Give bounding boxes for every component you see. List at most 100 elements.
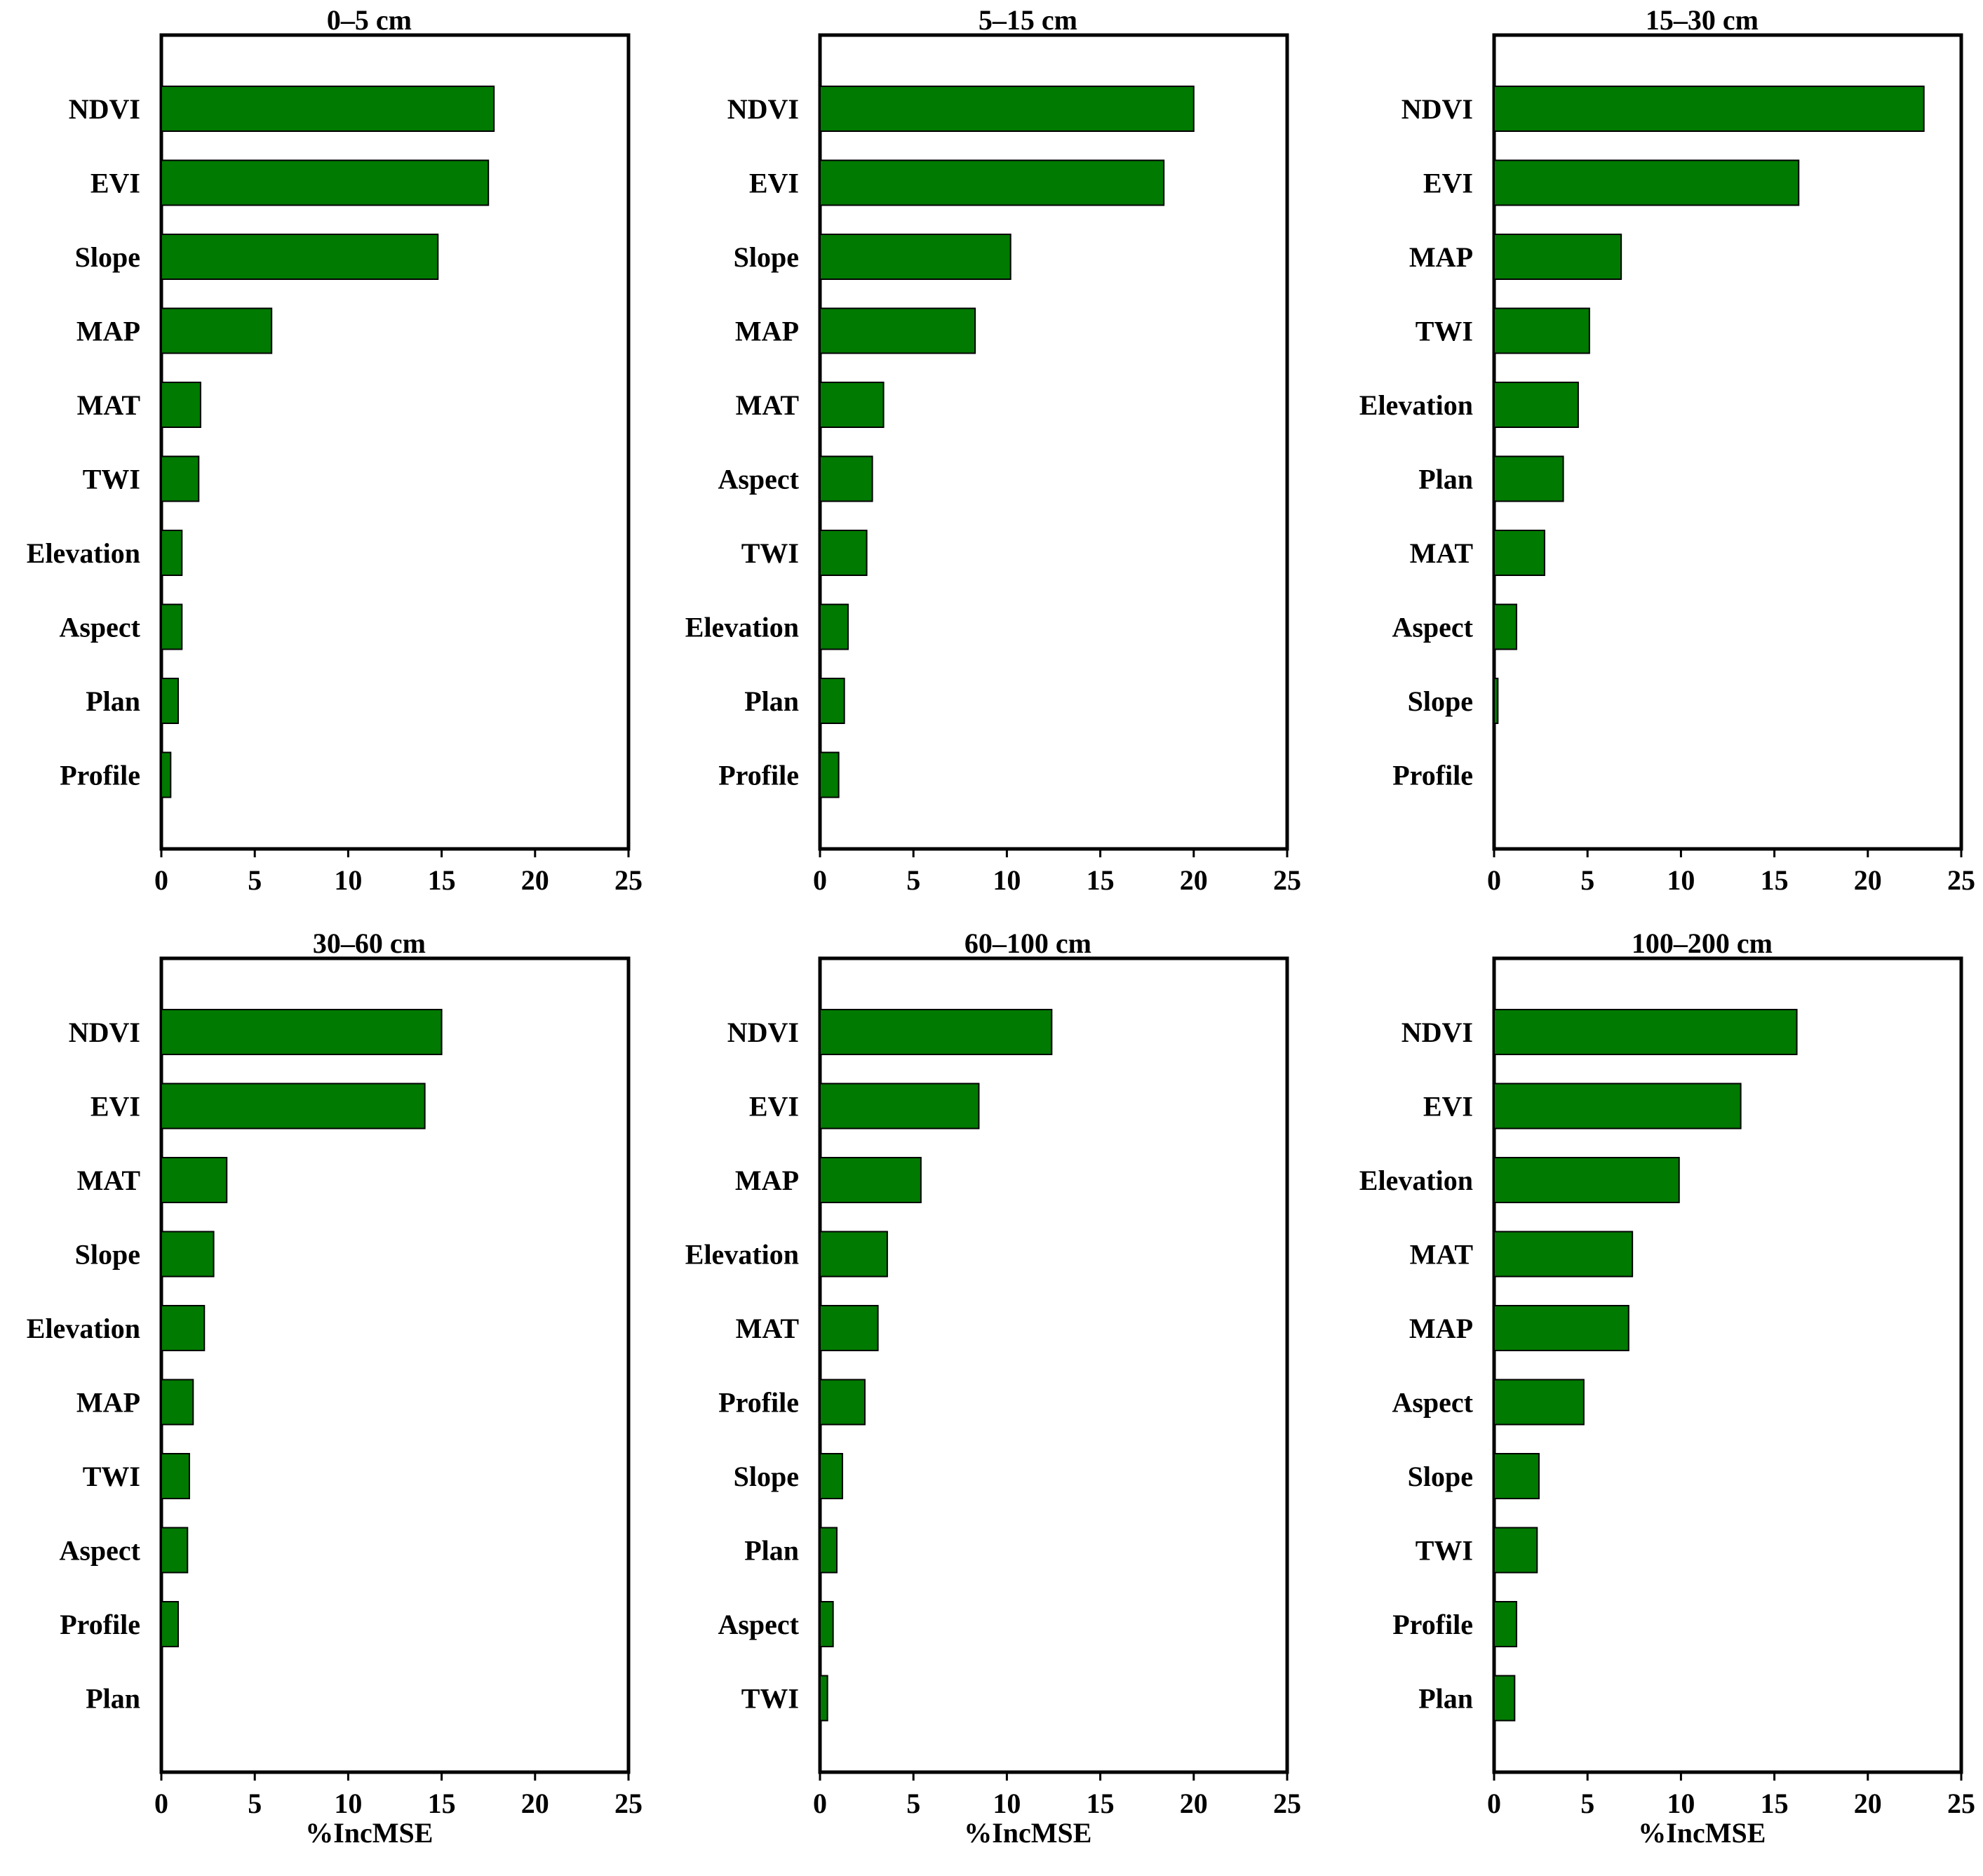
- bar-ndvi: [819, 1009, 1053, 1055]
- category-label: Slope: [734, 1461, 799, 1492]
- bar-plan: [1493, 455, 1564, 502]
- chart-panel-5: 60–100 cm NDVI EVI MAP Elevation MAT Profile Sl…: [685, 927, 1301, 1849]
- x-tick-label: 15: [1087, 864, 1115, 896]
- bar-elevation: [161, 1305, 206, 1351]
- x-tick-label: 20: [1854, 1788, 1882, 1819]
- bar-mat: [819, 1305, 879, 1351]
- category-label: NDVI: [1401, 1017, 1473, 1048]
- x-tick-label: 20: [521, 864, 549, 896]
- category-label: EVI: [749, 1091, 799, 1123]
- category-label: MAT: [77, 1165, 141, 1196]
- bar-profile: [819, 751, 840, 798]
- category-label: MAT: [736, 389, 800, 421]
- bar-elevation: [161, 530, 183, 576]
- bar-ndvi: [1493, 86, 1925, 132]
- bar-plan: [819, 678, 845, 724]
- category-label: Elevation: [1359, 389, 1473, 421]
- category-label: TWI: [83, 464, 140, 495]
- category-label: MAP: [1409, 241, 1473, 273]
- chart-panel-4: 30–60 cm NDVI EVI MAT Slope Elevation MAP TWI As…: [27, 927, 643, 1849]
- x-tick-label: 5: [248, 864, 262, 896]
- category-label: NDVI: [727, 1017, 799, 1048]
- category-label: TWI: [741, 537, 799, 569]
- category-label: Aspect: [59, 1535, 140, 1567]
- bar-ndvi: [161, 1009, 443, 1055]
- category-label: Plan: [744, 685, 799, 717]
- category-label: Slope: [75, 1239, 140, 1271]
- category-label: NDVI: [69, 93, 140, 125]
- category-label: TWI: [1416, 1535, 1473, 1567]
- x-tick-label: 25: [1947, 864, 1975, 896]
- category-label: Plan: [86, 1683, 140, 1715]
- x-tick-label: 25: [1273, 1788, 1301, 1819]
- x-tick-label: 20: [521, 1788, 549, 1819]
- x-tick-label: 0: [1487, 864, 1501, 896]
- category-label: TWI: [1416, 316, 1473, 347]
- chart-title: 100–200 cm: [1632, 927, 1773, 959]
- chart-panel-2: 5–15 cm NDVI EVI Slope MAP MAT Aspect TWI Elevat…: [685, 4, 1301, 896]
- category-label: Profile: [718, 1387, 799, 1419]
- x-tick-label: 5: [906, 1788, 920, 1819]
- category-label: MAP: [1409, 1313, 1473, 1344]
- x-tick-label: 20: [1854, 864, 1882, 896]
- bar-mat: [1493, 530, 1545, 576]
- category-label: MAT: [1410, 537, 1474, 569]
- bar-ndvi: [819, 86, 1195, 132]
- category-label: TWI: [741, 1683, 799, 1715]
- x-tick-label: 25: [614, 1788, 643, 1819]
- x-axis-label: %IncMSE: [1638, 1817, 1766, 1849]
- bar-twi: [1493, 307, 1590, 354]
- plot-frame: [1492, 33, 1963, 851]
- x-tick-label: 25: [614, 864, 643, 896]
- bar-slope: [1493, 678, 1499, 724]
- bar-aspect: [1493, 1379, 1585, 1426]
- x-tick-label: 5: [248, 1788, 262, 1819]
- x-tick-label: 10: [334, 864, 362, 896]
- category-label: Aspect: [718, 1609, 799, 1640]
- category-label: Plan: [744, 1535, 799, 1567]
- category-label: Elevation: [685, 1239, 799, 1271]
- chart-title: 30–60 cm: [313, 927, 426, 959]
- bar-twi: [161, 455, 200, 502]
- x-tick-label: 10: [993, 1788, 1021, 1819]
- x-tick-label: 20: [1180, 864, 1208, 896]
- category-label: MAP: [76, 316, 140, 347]
- bar-evi: [161, 159, 490, 206]
- category-label: MAT: [1410, 1239, 1474, 1271]
- bar-slope: [1493, 1453, 1540, 1499]
- bar-map: [819, 1157, 922, 1203]
- bar-plan: [161, 678, 179, 724]
- bar-slope: [819, 1453, 843, 1499]
- bar-evi: [1493, 1083, 1742, 1130]
- bar-profile: [1493, 1601, 1517, 1647]
- category-label: EVI: [1423, 1091, 1473, 1123]
- plot-frame: [1492, 956, 1963, 1774]
- bar-twi: [161, 1453, 190, 1499]
- x-tick-label: 0: [813, 864, 827, 896]
- x-tick-label: 5: [1580, 1788, 1594, 1819]
- category-label: Elevation: [1359, 1165, 1473, 1196]
- bar-map: [1493, 234, 1622, 280]
- x-tick-label: 10: [993, 864, 1021, 896]
- x-tick-label: 10: [334, 1788, 362, 1819]
- category-label: Aspect: [1392, 612, 1473, 643]
- x-tick-label: 0: [154, 864, 168, 896]
- bar-aspect: [819, 1601, 834, 1647]
- bar-plan: [1493, 1675, 1516, 1722]
- bar-mat: [161, 1157, 228, 1203]
- bar-slope: [161, 1231, 215, 1278]
- category-label: Plan: [1418, 1683, 1473, 1715]
- category-label: EVI: [90, 168, 140, 199]
- plot-frame: [159, 956, 631, 1774]
- category-label: Profile: [718, 760, 799, 791]
- category-label: NDVI: [1401, 93, 1473, 125]
- plot-frame: [159, 33, 631, 851]
- bar-profile: [161, 1601, 179, 1647]
- bar-evi: [1493, 159, 1800, 206]
- chart-panel-3: 15–30 cm NDVI EVI MAP TWI Elevation Plan MAT Asp…: [1359, 4, 1975, 896]
- bar-evi: [819, 159, 1165, 206]
- chart-title: 60–100 cm: [964, 927, 1091, 959]
- chart-title: 0–5 cm: [327, 4, 412, 36]
- x-tick-label: 25: [1947, 1788, 1975, 1819]
- x-tick-label: 0: [1487, 1788, 1501, 1819]
